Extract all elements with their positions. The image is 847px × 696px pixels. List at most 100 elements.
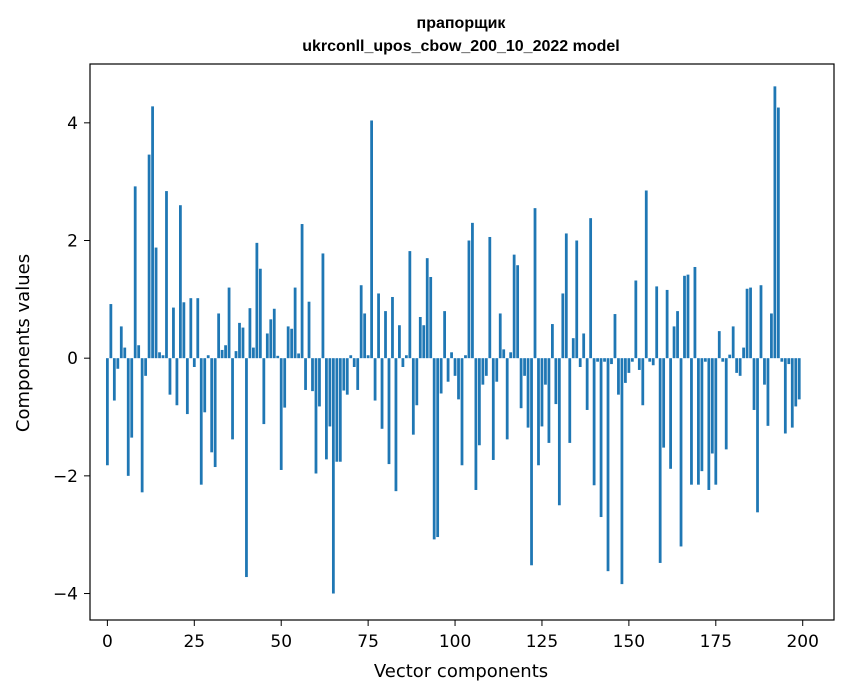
bar-185 bbox=[749, 287, 752, 359]
bar-62 bbox=[321, 253, 325, 359]
bar-146 bbox=[613, 314, 617, 359]
bar-91 bbox=[422, 325, 426, 359]
bar-98 bbox=[446, 358, 450, 382]
bar-181 bbox=[735, 358, 739, 373]
y-tick-label: 4 bbox=[67, 114, 78, 134]
bar-120 bbox=[523, 358, 526, 376]
bar-158 bbox=[655, 286, 659, 359]
bar-78 bbox=[377, 293, 380, 359]
x-tick-label: 25 bbox=[183, 632, 205, 652]
bar-154 bbox=[641, 358, 645, 406]
bar-173 bbox=[707, 358, 711, 490]
bar-49 bbox=[276, 355, 280, 359]
bar-197 bbox=[790, 358, 794, 428]
x-tick-label: 125 bbox=[526, 632, 558, 652]
bar-145 bbox=[610, 358, 613, 365]
bar-132 bbox=[564, 233, 568, 359]
bar-121 bbox=[526, 358, 530, 428]
bar-79 bbox=[380, 358, 384, 429]
bar-196 bbox=[787, 358, 791, 365]
bar-174 bbox=[710, 358, 714, 454]
bar-65 bbox=[331, 358, 335, 594]
bar-36 bbox=[231, 358, 234, 440]
bar-92 bbox=[425, 258, 429, 359]
bar-0 bbox=[105, 358, 109, 466]
y-axis-ticks: −4 −2 0 2 4 bbox=[53, 114, 90, 605]
bar-133 bbox=[568, 358, 572, 443]
bar-186 bbox=[752, 358, 756, 410]
bar-134 bbox=[571, 338, 575, 359]
bar-171 bbox=[700, 358, 704, 472]
bar-3 bbox=[116, 358, 120, 369]
bar-57 bbox=[304, 358, 307, 390]
bar-164 bbox=[676, 311, 679, 359]
bar-47 bbox=[269, 319, 273, 359]
bar-136 bbox=[578, 358, 582, 368]
bar-68 bbox=[342, 358, 346, 391]
bar-71 bbox=[352, 358, 356, 368]
bar-21 bbox=[179, 205, 182, 359]
bar-17 bbox=[165, 191, 168, 359]
bar-192 bbox=[773, 86, 777, 359]
bar-46 bbox=[265, 333, 269, 359]
bar-149 bbox=[624, 358, 627, 383]
bar-1 bbox=[109, 304, 113, 359]
bar-8 bbox=[133, 186, 137, 359]
bar-12 bbox=[147, 154, 151, 359]
bar-60 bbox=[314, 358, 318, 474]
bar-22 bbox=[182, 302, 186, 359]
bar-13 bbox=[151, 106, 154, 359]
bar-56 bbox=[300, 224, 304, 359]
bar-105 bbox=[471, 222, 474, 359]
y-tick-label: 0 bbox=[67, 349, 78, 369]
bar-113 bbox=[498, 313, 502, 359]
bar-86 bbox=[404, 355, 408, 359]
bar-180 bbox=[731, 326, 735, 359]
x-tick-label: 100 bbox=[439, 632, 471, 652]
chart-title: прапорщик bbox=[417, 15, 507, 32]
bar-74 bbox=[363, 313, 367, 359]
x-tick-label: 50 bbox=[270, 632, 292, 652]
bar-96 bbox=[439, 358, 443, 394]
bar-31 bbox=[213, 358, 217, 468]
bar-24 bbox=[189, 298, 193, 359]
x-axis-label: Vector components bbox=[374, 661, 548, 682]
bar-172 bbox=[703, 358, 707, 362]
bar-115 bbox=[505, 358, 509, 440]
bar-90 bbox=[418, 316, 422, 359]
bar-137 bbox=[582, 333, 586, 359]
bar-25 bbox=[192, 358, 196, 368]
bar-35 bbox=[227, 287, 231, 359]
bar-38 bbox=[238, 322, 241, 359]
x-tick-label: 150 bbox=[613, 632, 645, 652]
bar-156 bbox=[648, 358, 652, 362]
x-tick-label: 200 bbox=[786, 632, 818, 652]
bar-69 bbox=[345, 358, 349, 395]
bar-117 bbox=[512, 254, 516, 359]
plot-frame bbox=[89, 63, 835, 621]
bar-4 bbox=[119, 326, 123, 359]
bar-153 bbox=[637, 358, 641, 370]
x-tick-label: 75 bbox=[357, 632, 379, 652]
bar-50 bbox=[279, 358, 283, 470]
bar-100 bbox=[453, 358, 457, 376]
bar-150 bbox=[627, 358, 631, 373]
bar-165 bbox=[679, 358, 683, 547]
bar-48 bbox=[272, 308, 276, 359]
bar-189 bbox=[763, 358, 766, 385]
bar-148 bbox=[620, 358, 624, 585]
bar-75 bbox=[366, 355, 370, 359]
bar-194 bbox=[780, 358, 784, 362]
bar-118 bbox=[516, 265, 520, 359]
bar-9 bbox=[137, 345, 141, 359]
bar-7 bbox=[130, 358, 134, 438]
bar-122 bbox=[530, 358, 533, 566]
bar-127 bbox=[547, 358, 551, 443]
bar-84 bbox=[398, 325, 401, 359]
bar-129 bbox=[554, 358, 558, 405]
bar-161 bbox=[665, 289, 669, 359]
bar-76 bbox=[370, 120, 373, 359]
bars bbox=[105, 86, 801, 594]
bar-123 bbox=[533, 208, 537, 359]
bar-169 bbox=[693, 266, 697, 359]
